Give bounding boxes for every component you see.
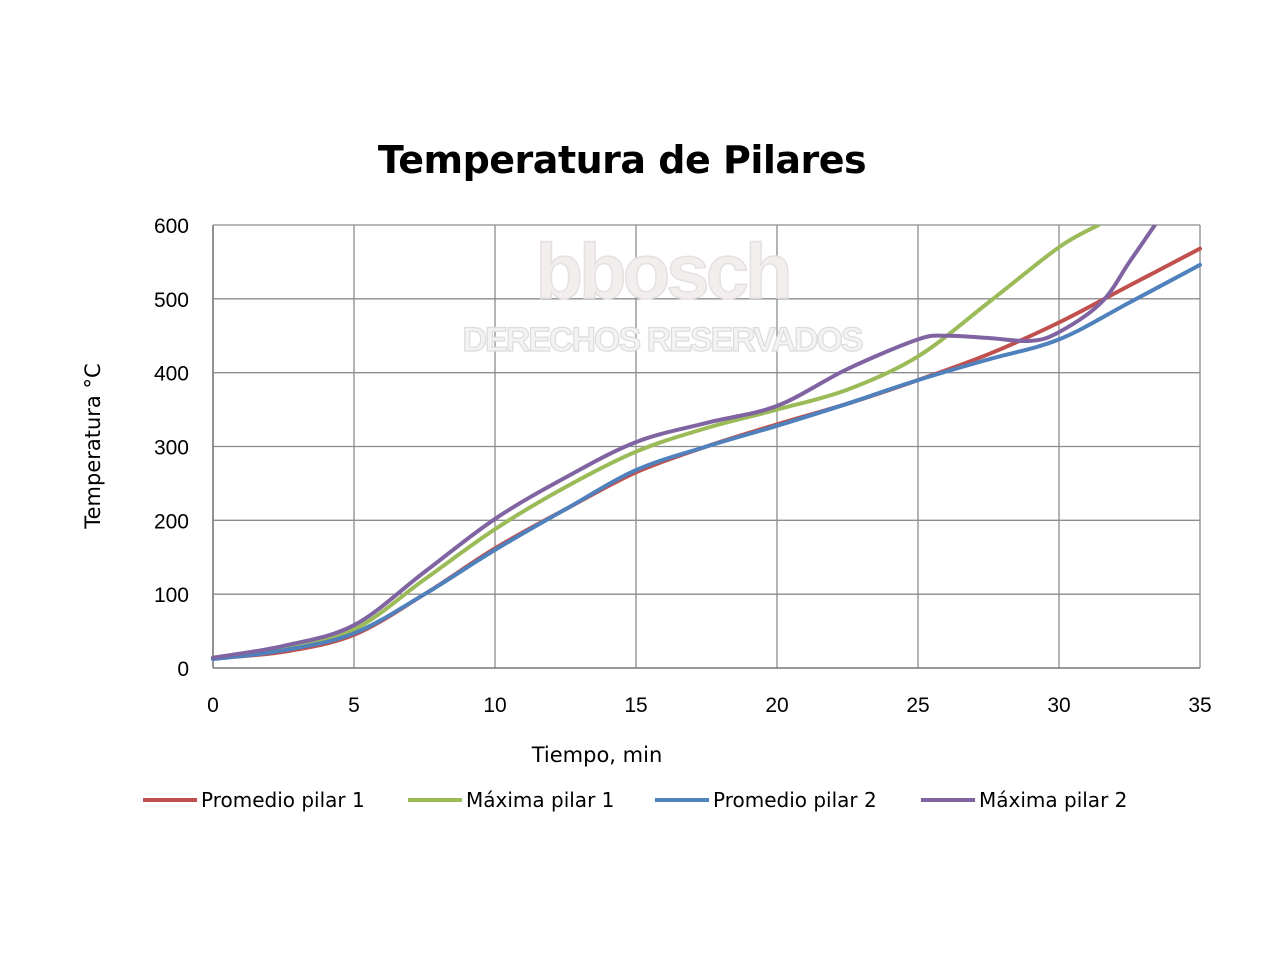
y-tick-label: 200	[154, 510, 189, 533]
watermark: bbosch DERECHOS RESERVADOS	[462, 226, 866, 359]
y-tick-label: 600	[154, 215, 189, 238]
legend-label: Máxima pilar 2	[979, 788, 1127, 812]
grid	[212, 224, 1201, 669]
y-tick-label: 500	[154, 289, 189, 312]
series-line	[211, 225, 1101, 660]
y-tick-label: 400	[154, 363, 189, 386]
x-tick-label: 35	[1188, 694, 1211, 717]
x-tick-label: 5	[348, 694, 360, 717]
x-tick-label: 0	[207, 694, 219, 717]
series-line	[211, 225, 1157, 660]
watermark-notice: DERECHOS RESERVADOS	[462, 321, 862, 359]
x-tick-label: 15	[624, 694, 647, 717]
y-tick-label: 100	[154, 584, 189, 607]
legend-item: Promedio pilar 1	[143, 788, 365, 812]
legend-item: Promedio pilar 2	[655, 788, 877, 812]
series-group	[211, 225, 1202, 662]
x-axis-label: Tiempo, min	[531, 743, 663, 767]
legend-item: Máxima pilar 1	[408, 788, 614, 812]
y-tick-label: 0	[177, 658, 189, 681]
watermark-brand: bbosch	[535, 227, 788, 315]
legend: Promedio pilar 1 Máxima pilar 1 Promedio p…	[143, 788, 1127, 812]
legend-label: Máxima pilar 1	[466, 788, 614, 812]
x-tick-label: 30	[1047, 694, 1070, 717]
x-tick-label: 10	[483, 694, 506, 717]
y-axis-label: Temperatura °C	[81, 363, 105, 529]
tick-labels: 0 100 200 300 400 500 600 0 5 10 15 20 25 30 35	[154, 215, 1212, 717]
legend-label: Promedio pilar 1	[201, 788, 365, 812]
chart-title: Temperatura de Pilares	[377, 138, 867, 182]
series-line	[211, 262, 1202, 662]
legend-item: Máxima pilar 2	[921, 788, 1127, 812]
legend-label: Promedio pilar 2	[713, 788, 877, 812]
y-tick-label: 300	[154, 437, 189, 460]
x-tick-label: 25	[906, 694, 929, 717]
x-tick-label: 20	[765, 694, 788, 717]
